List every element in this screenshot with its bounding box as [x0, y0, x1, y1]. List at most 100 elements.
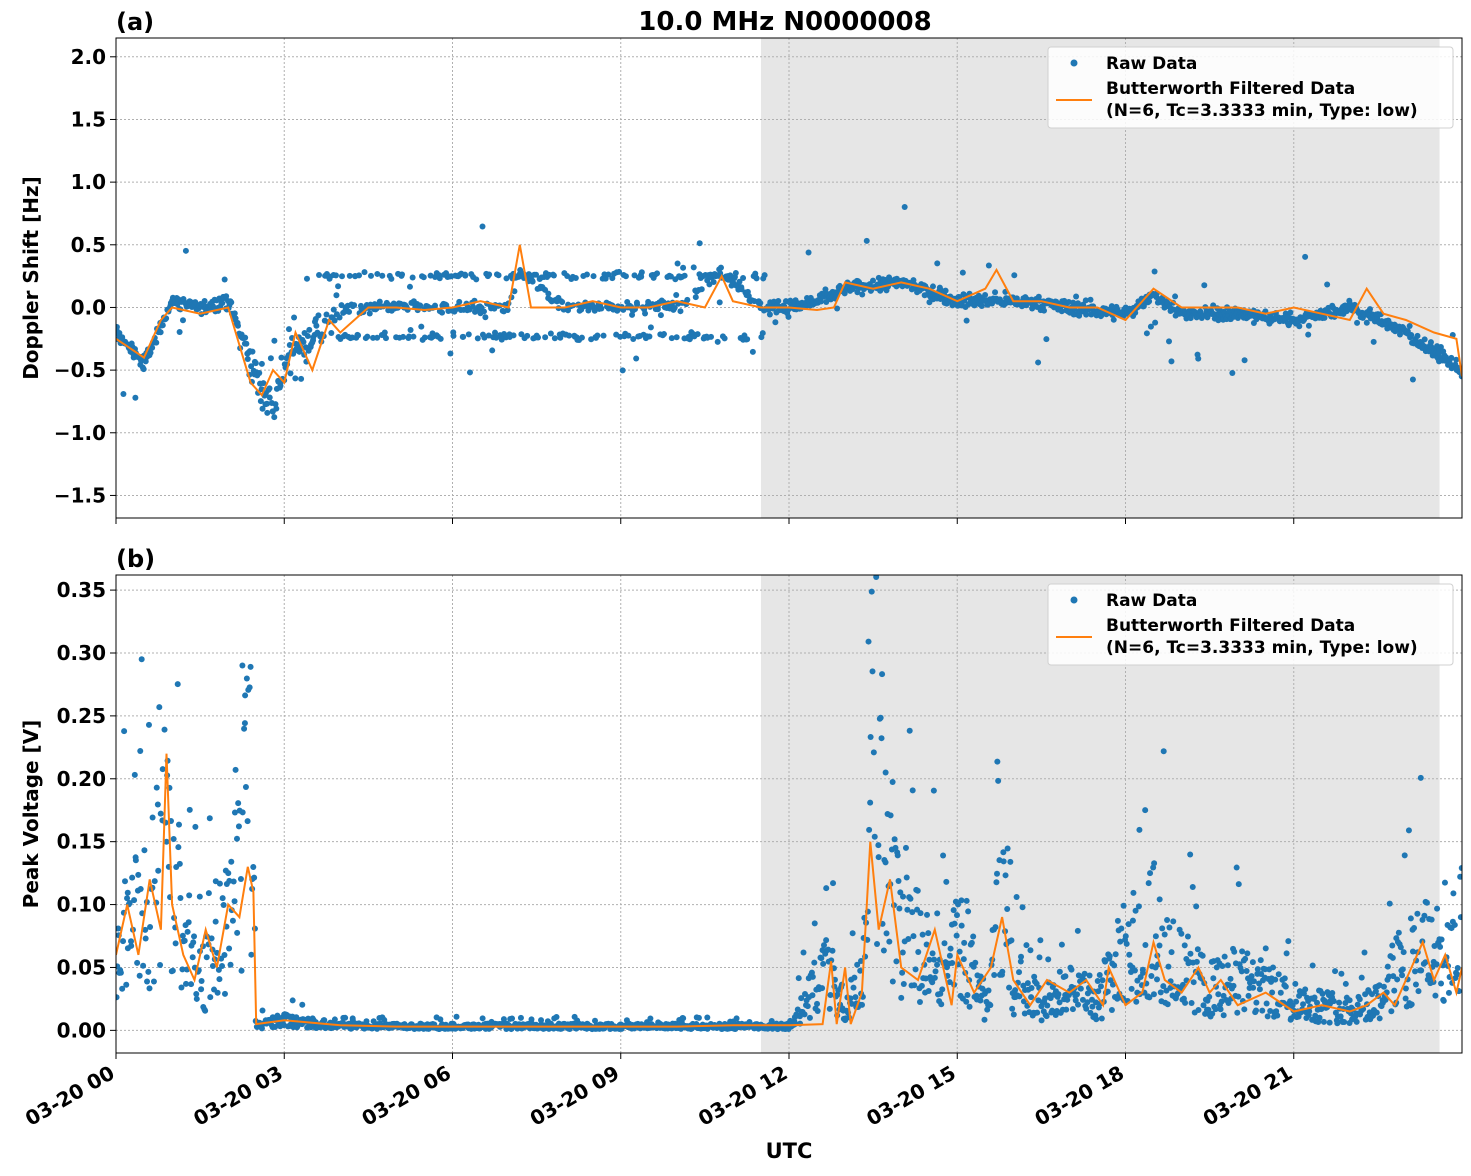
raw-point — [1043, 1013, 1050, 1020]
raw-point — [1073, 991, 1080, 998]
raw-point — [1270, 964, 1277, 971]
raw-point — [239, 662, 246, 669]
raw-point — [668, 335, 675, 342]
raw-point — [1388, 1008, 1395, 1015]
raw-point — [694, 331, 701, 338]
raw-point — [647, 324, 654, 331]
raw-point — [749, 348, 756, 355]
raw-point — [509, 1015, 516, 1022]
raw-point — [137, 886, 144, 893]
raw-point — [1372, 988, 1379, 995]
raw-point — [367, 272, 374, 279]
raw-point — [406, 333, 413, 340]
raw-point — [1148, 972, 1155, 979]
raw-point — [1079, 996, 1086, 1003]
raw-point — [1241, 357, 1248, 364]
raw-point — [142, 926, 149, 933]
raw-point — [1217, 1006, 1224, 1013]
raw-point — [868, 588, 875, 595]
raw-point — [929, 979, 936, 986]
raw-point — [638, 273, 645, 280]
raw-point — [953, 932, 960, 939]
raw-point — [968, 939, 975, 946]
raw-point — [634, 301, 641, 308]
raw-point — [1326, 1019, 1333, 1026]
raw-point — [1224, 962, 1231, 969]
raw-point — [161, 425, 167, 431]
raw-point — [406, 283, 413, 290]
raw-point — [1096, 972, 1103, 979]
raw-point — [346, 308, 353, 315]
raw-point — [1221, 953, 1228, 960]
raw-point — [1110, 316, 1117, 323]
raw-point — [321, 1017, 328, 1024]
raw-point — [941, 940, 948, 947]
raw-point — [674, 260, 681, 267]
raw-point — [545, 290, 552, 297]
raw-point — [257, 398, 264, 405]
raw-point — [154, 801, 161, 808]
raw-point — [960, 956, 967, 963]
raw-point — [214, 989, 221, 996]
raw-point — [912, 966, 919, 973]
raw-point — [1399, 972, 1406, 979]
raw-point — [465, 331, 472, 338]
raw-point — [1114, 917, 1121, 924]
raw-point — [559, 298, 566, 305]
raw-point — [328, 329, 335, 336]
raw-point — [1172, 293, 1179, 300]
raw-point — [156, 704, 163, 711]
raw-point — [1250, 978, 1257, 985]
legend-raw-marker — [1070, 596, 1078, 604]
raw-point — [535, 334, 542, 341]
raw-point — [407, 327, 414, 334]
raw-point — [978, 303, 985, 310]
y-tick-label: 1.0 — [71, 170, 106, 194]
raw-point — [421, 334, 428, 341]
raw-point — [598, 305, 605, 312]
raw-point — [1058, 308, 1065, 315]
raw-point — [795, 975, 802, 982]
raw-point — [260, 380, 267, 387]
raw-point — [1319, 990, 1326, 997]
raw-point — [1314, 999, 1321, 1006]
raw-point — [1145, 880, 1152, 887]
raw-point — [1035, 359, 1042, 366]
raw-point — [1131, 967, 1138, 974]
y-tick-label: 0.20 — [57, 767, 106, 791]
raw-point — [226, 945, 233, 952]
raw-point — [1402, 995, 1409, 1002]
raw-point — [1089, 1003, 1096, 1010]
raw-point — [1074, 927, 1081, 934]
raw-point — [1181, 942, 1188, 949]
raw-point — [192, 823, 199, 830]
raw-point — [157, 810, 164, 817]
raw-point — [453, 1013, 460, 1020]
raw-point — [158, 458, 164, 464]
raw-point — [235, 800, 242, 807]
y-tick-label: −0.5 — [54, 358, 106, 382]
raw-point — [959, 269, 966, 276]
raw-point — [1184, 933, 1191, 940]
raw-point — [930, 787, 937, 794]
raw-point — [1153, 976, 1160, 983]
raw-point — [267, 355, 274, 362]
raw-point — [129, 874, 136, 881]
raw-point — [150, 978, 157, 985]
raw-point — [1458, 864, 1462, 871]
raw-point — [1009, 1005, 1016, 1012]
raw-point — [144, 978, 151, 985]
raw-point — [811, 959, 818, 966]
raw-point — [1007, 858, 1014, 865]
raw-point — [1408, 1001, 1415, 1008]
raw-point — [871, 833, 878, 840]
raw-point — [1397, 944, 1404, 951]
raw-point — [500, 1016, 507, 1023]
raw-point — [850, 984, 857, 991]
raw-point — [1354, 319, 1361, 326]
raw-point — [809, 973, 816, 980]
x-tick-label: 03-20 03 — [189, 1061, 287, 1131]
raw-point — [820, 942, 827, 949]
raw-point — [1262, 945, 1269, 952]
raw-point — [1363, 319, 1370, 326]
